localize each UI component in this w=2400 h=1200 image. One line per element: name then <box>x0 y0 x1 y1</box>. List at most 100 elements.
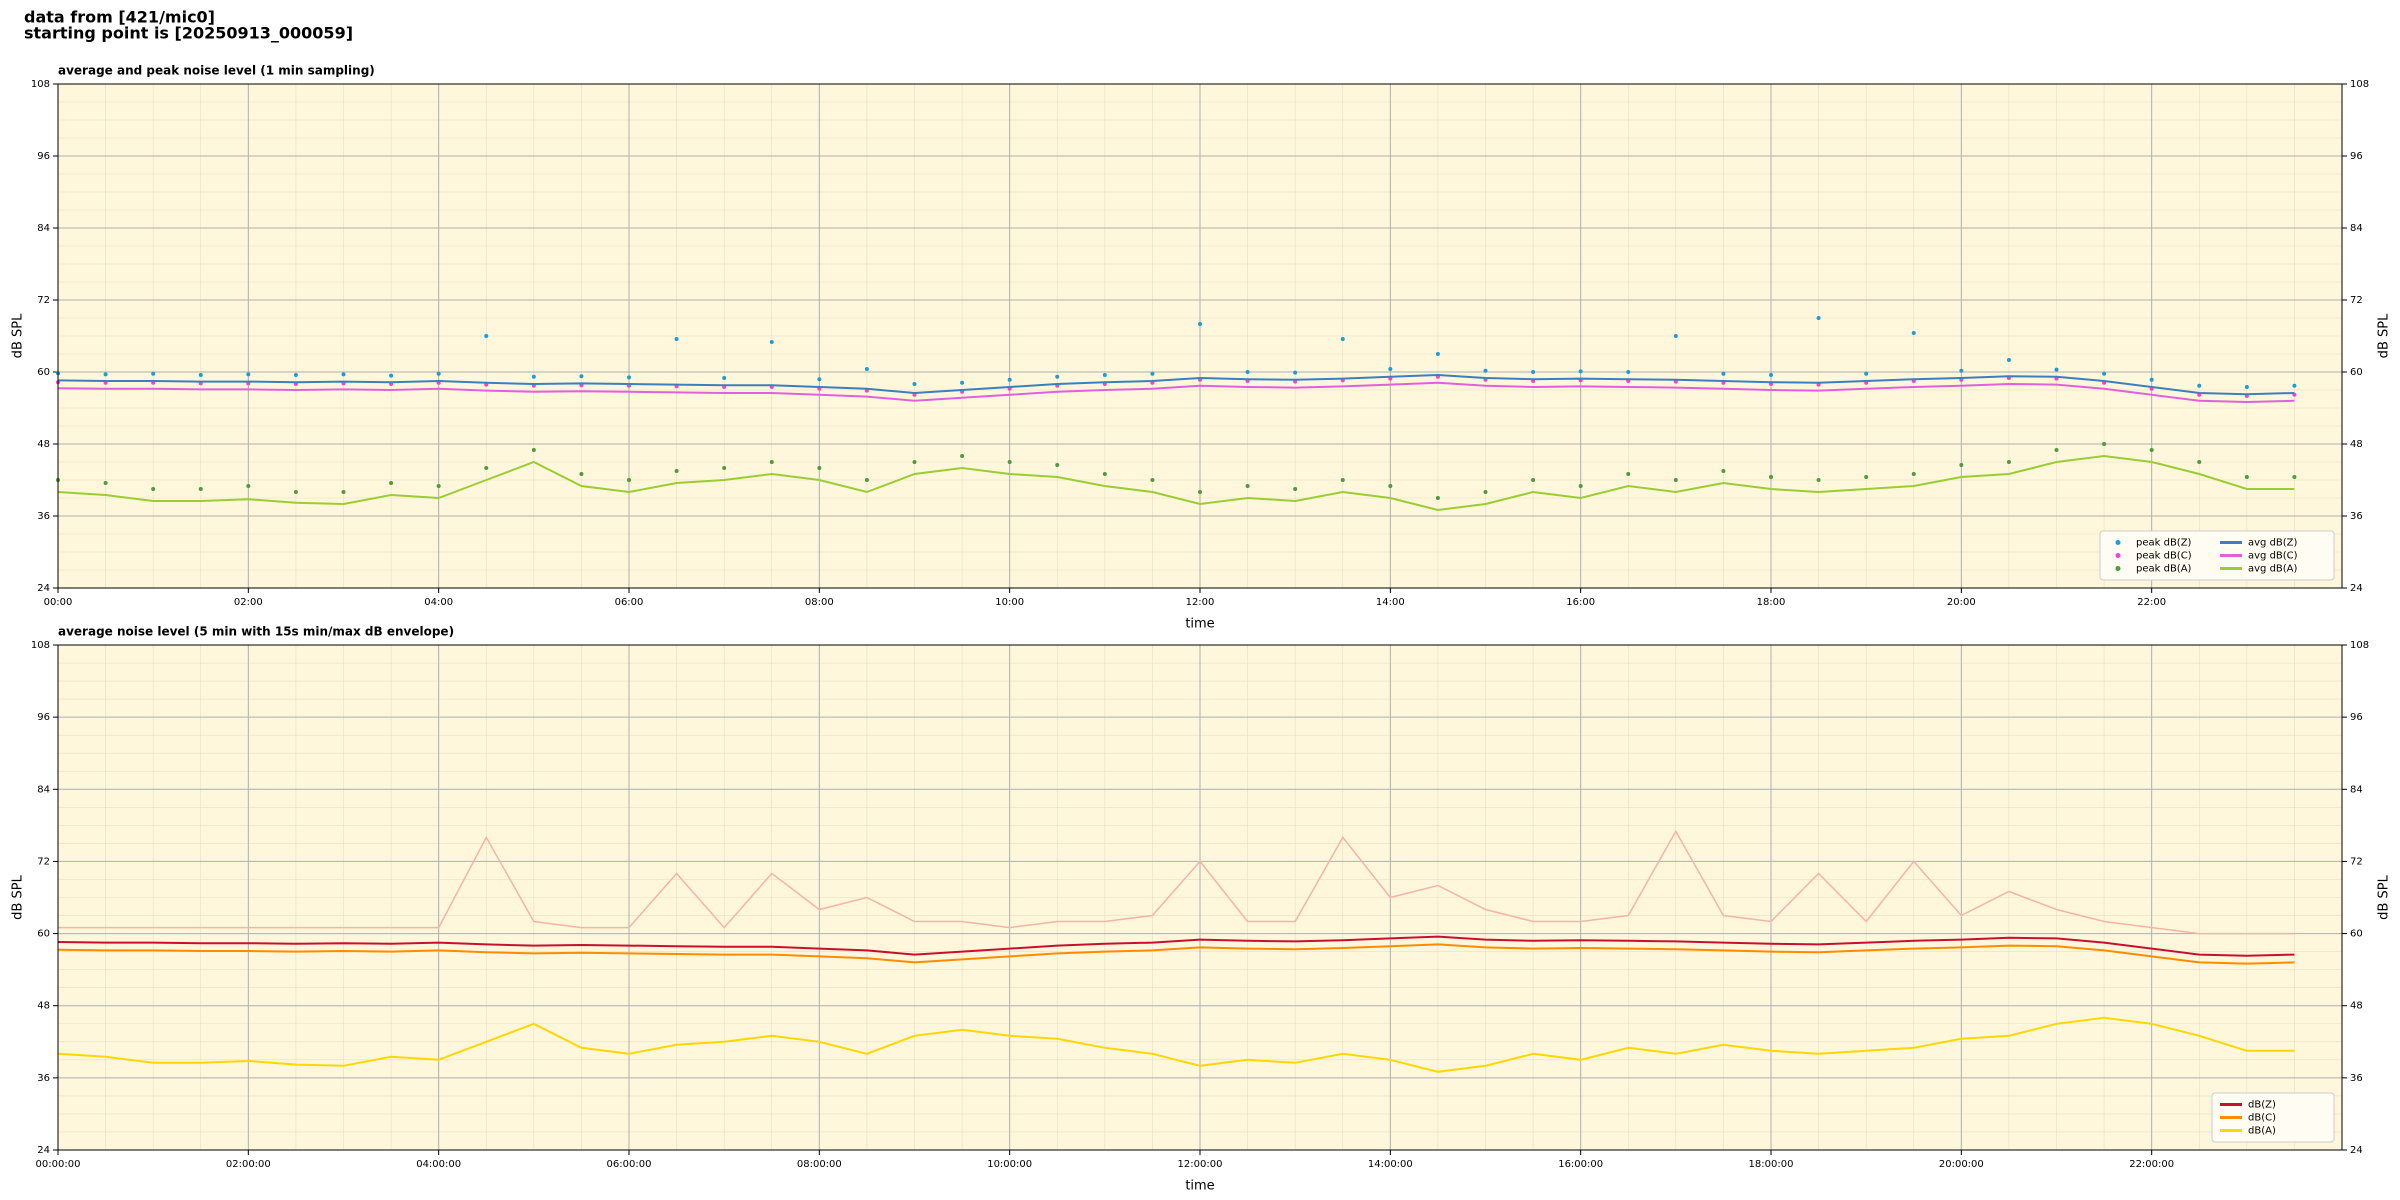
peak-point <box>1578 484 1583 488</box>
y-axis-label: dB SPL <box>11 313 26 358</box>
peak-point <box>2197 383 2202 388</box>
peak-point <box>1626 370 1631 374</box>
peak-point <box>1911 331 1916 335</box>
peak-point <box>1102 472 1107 476</box>
y-tick-label: 72 <box>2350 856 2363 867</box>
legend-label: dB(C) <box>2248 1113 2276 1124</box>
peak-point <box>1816 478 1821 482</box>
y-axis-label: dB SPL <box>2377 874 2392 919</box>
peak-point <box>484 334 489 338</box>
peak-point <box>1911 472 1916 476</box>
legend-label: avg dB(Z) <box>2248 538 2298 549</box>
peak-point <box>246 372 251 377</box>
y-tick-label: 48 <box>2350 1001 2363 1012</box>
y-tick-label: 72 <box>2350 295 2363 306</box>
x-axis-label: time <box>1185 617 1214 632</box>
peak-point <box>817 466 822 470</box>
series-line <box>57 373 2295 396</box>
peak-point <box>2054 448 2059 452</box>
legend-label: peak dB(Z) <box>2136 538 2192 549</box>
peak-point <box>2292 475 2297 479</box>
peak-point <box>2197 460 2202 464</box>
peak-point <box>531 448 536 452</box>
x-tick-label: 06:00 <box>615 597 644 608</box>
peak-point <box>1245 370 1250 374</box>
peak-point <box>389 481 394 485</box>
series-line <box>57 1016 2295 1073</box>
x-tick-label: 02:00:00 <box>226 1159 271 1170</box>
x-tick-label: 14:00:00 <box>1368 1159 1413 1170</box>
y-tick-label: 72 <box>37 295 50 306</box>
y-tick-label: 84 <box>37 223 50 234</box>
peak-point <box>151 371 156 376</box>
x-tick-label: 12:00 <box>1186 597 1215 608</box>
x-tick-label: 08:00:00 <box>797 1159 842 1170</box>
legend-label: avg dB(A) <box>2248 564 2298 575</box>
y-tick-label: 108 <box>31 640 50 651</box>
peak-point <box>2006 358 2011 362</box>
peak-point <box>293 490 298 494</box>
peak-point <box>1340 478 1345 482</box>
y-tick-label: 48 <box>37 439 50 450</box>
peak-point <box>1388 484 1393 488</box>
peak-point <box>246 484 251 488</box>
peak-point <box>436 371 441 376</box>
peak-point <box>2292 383 2297 388</box>
peak-point <box>151 487 156 491</box>
x-axis-label: time <box>1185 1179 1214 1194</box>
y-tick-label: 108 <box>2350 640 2369 651</box>
peak-point <box>1578 369 1583 374</box>
x-tick-label: 20:00:00 <box>1939 1159 1984 1170</box>
peak-point <box>2149 377 2154 382</box>
y-tick-label: 96 <box>2350 151 2363 162</box>
header-line: data from [421/mic0] <box>24 8 215 27</box>
peak-point <box>1150 371 1155 376</box>
peak-point <box>293 373 298 377</box>
y-tick-label: 60 <box>2350 367 2363 378</box>
peak-point <box>2006 460 2011 464</box>
peak-point <box>198 373 203 377</box>
y-tick-label: 24 <box>37 1145 50 1156</box>
peak-point <box>1673 478 1678 482</box>
peak-point <box>531 374 536 379</box>
peak-point <box>722 466 727 470</box>
x-tick-label: 14:00 <box>1376 597 1405 608</box>
y-tick-label: 84 <box>2350 784 2363 795</box>
chart: 24 24 36 36 48 48 60 60 72 72 84 84 96 96 108 108 00:00 0… <box>11 64 2392 632</box>
y-axis-label: dB SPL <box>11 874 26 919</box>
x-tick-label: 00:00:00 <box>36 1159 81 1170</box>
peak-point <box>864 478 869 482</box>
x-tick-label: 16:00:00 <box>1558 1159 1603 1170</box>
peak-point <box>1864 371 1869 376</box>
peak-point <box>1626 472 1631 476</box>
peak-point <box>1435 496 1440 500</box>
peak-point <box>1102 373 1107 377</box>
y-tick-label: 48 <box>37 1001 50 1012</box>
y-tick-label: 108 <box>31 79 50 90</box>
legend-box <box>2099 530 2335 581</box>
y-tick-label: 36 <box>2350 511 2363 522</box>
peak-point <box>484 466 489 470</box>
x-tick-label: 20:00 <box>1947 597 1976 608</box>
y-tick-label: 24 <box>37 583 50 594</box>
peak-point <box>1245 484 1250 488</box>
y-axis-label: dB SPL <box>2377 313 2392 358</box>
x-tick-label: 02:00 <box>234 597 263 608</box>
peak-point <box>1721 371 1726 376</box>
y-tick-label: 108 <box>2350 79 2369 90</box>
peak-point <box>960 380 965 385</box>
peak-point <box>2054 367 2059 372</box>
peak-point <box>1293 487 1298 491</box>
peak-point <box>103 372 108 377</box>
peak-point <box>769 460 774 464</box>
y-tick-label: 96 <box>37 151 50 162</box>
peak-point <box>627 375 631 380</box>
y-tick-label: 36 <box>2350 1073 2363 1084</box>
x-tick-label: 16:00 <box>1566 597 1595 608</box>
peak-point <box>436 484 441 488</box>
plot-frame <box>57 83 2343 589</box>
peak-point <box>1959 368 1964 373</box>
peak-point <box>1769 475 1773 479</box>
legend-marker <box>2115 553 2121 558</box>
